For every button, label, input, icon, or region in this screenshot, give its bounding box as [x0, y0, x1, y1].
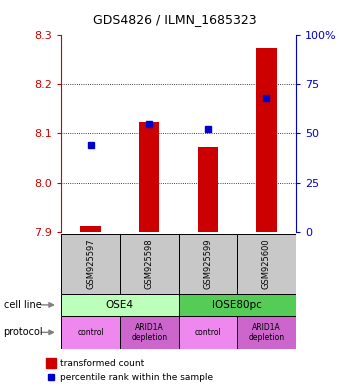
- Bar: [61, 294, 178, 316]
- Text: GSM925600: GSM925600: [262, 239, 271, 289]
- Bar: [61, 234, 120, 294]
- Bar: [178, 294, 296, 316]
- Text: IOSE80pc: IOSE80pc: [212, 300, 262, 310]
- Bar: [178, 234, 237, 294]
- Text: control: control: [77, 328, 104, 337]
- Text: transformed count: transformed count: [60, 359, 145, 368]
- Bar: [46, 358, 56, 368]
- Text: protocol: protocol: [4, 327, 43, 338]
- Bar: [197, 147, 218, 232]
- Text: GSM925597: GSM925597: [86, 239, 95, 289]
- Text: GDS4826 / ILMN_1685323: GDS4826 / ILMN_1685323: [93, 13, 257, 26]
- Bar: [256, 48, 277, 232]
- Text: OSE4: OSE4: [106, 300, 134, 310]
- Bar: [80, 227, 101, 232]
- Text: GSM925599: GSM925599: [203, 239, 212, 289]
- Text: ARID1A
depletion: ARID1A depletion: [131, 323, 167, 342]
- Bar: [178, 316, 237, 349]
- Bar: [120, 316, 178, 349]
- Text: control: control: [195, 328, 221, 337]
- Bar: [120, 234, 178, 294]
- Bar: [237, 234, 296, 294]
- Text: ARID1A
depletion: ARID1A depletion: [248, 323, 285, 342]
- Bar: [237, 316, 296, 349]
- Text: cell line: cell line: [4, 300, 41, 310]
- Bar: [61, 316, 120, 349]
- Text: GSM925598: GSM925598: [145, 239, 154, 289]
- Text: percentile rank within the sample: percentile rank within the sample: [60, 373, 213, 382]
- Bar: [139, 122, 160, 232]
